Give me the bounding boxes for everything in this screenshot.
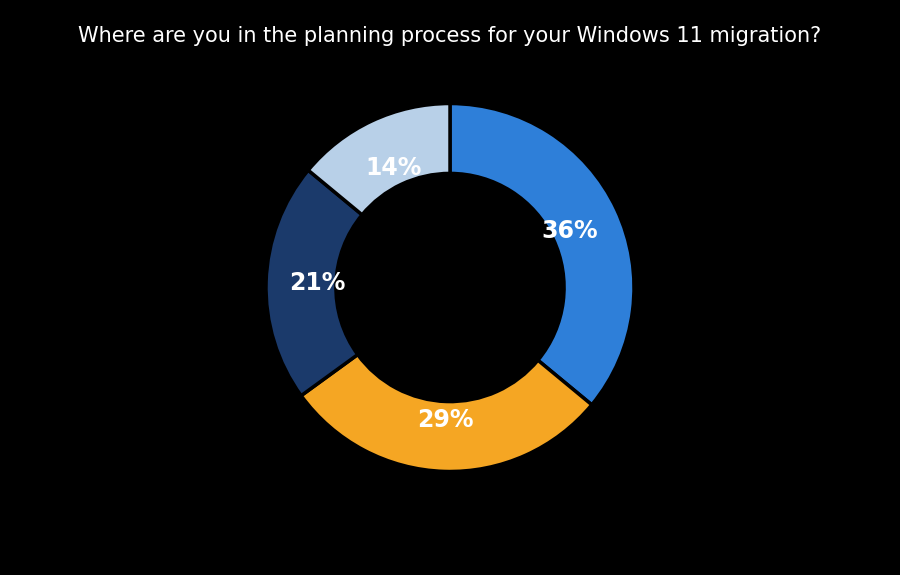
Wedge shape [450, 104, 634, 405]
Text: 29%: 29% [418, 408, 474, 432]
Wedge shape [308, 104, 450, 215]
Text: 14%: 14% [365, 156, 422, 179]
Text: 21%: 21% [290, 271, 346, 296]
Wedge shape [302, 355, 592, 471]
Wedge shape [266, 170, 362, 396]
Text: Where are you in the planning process for your Windows 11 migration?: Where are you in the planning process fo… [78, 26, 822, 46]
Text: 36%: 36% [542, 219, 598, 243]
